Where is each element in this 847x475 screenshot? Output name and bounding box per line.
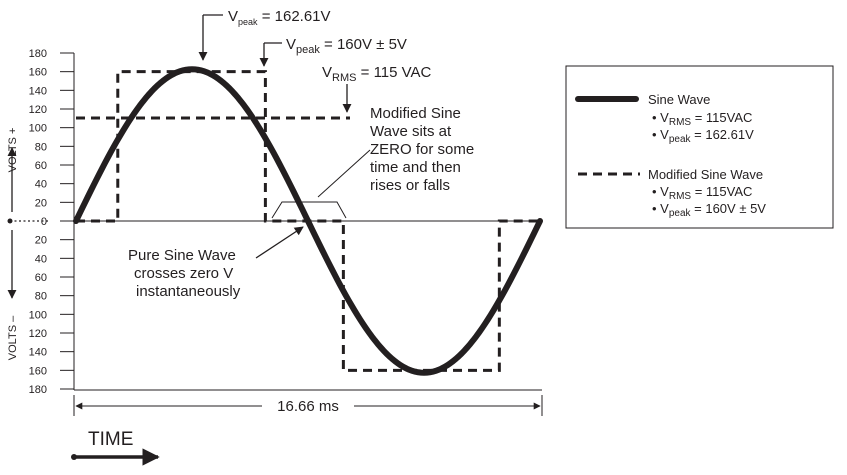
y-tick-neg-140-label: 140 [29, 347, 47, 359]
legend-box [565, 65, 834, 229]
svg-text:Vpeak = 160V ± 5V: Vpeak = 160V ± 5V [286, 36, 407, 56]
modified-note-line-4: time and then [370, 159, 461, 176]
y-axis-ticks: 180 160 140 120 100 80 60 40 20 0 20 40 60 80 100 120 14… [29, 48, 74, 396]
vrms-v: V [322, 64, 332, 81]
vpeak-mod-value: = 160V ± 5V [320, 36, 407, 53]
pure-note-arrow [255, 226, 304, 259]
y-tick-neg-160-label: 160 [29, 365, 47, 377]
y-tick-zero-label: 0 [41, 216, 47, 228]
y-tick-neg-100-label: 100 [29, 309, 47, 321]
legend-sine-rms-bullet: • [652, 110, 660, 125]
annotation-vpeak-mod: Vpeak = 160V ± 5V [259, 36, 407, 67]
y-tick-pos-100-label: 100 [29, 123, 47, 135]
legend-mod-peak-sub: peak [669, 208, 692, 219]
annotation-vrms: VRMS = 115 VAC [322, 64, 432, 113]
legend-sine-peak-value: = 162.61V [691, 127, 755, 142]
y-tick-neg-60-label: 60 [35, 272, 47, 284]
annotation-modified-note: Modified Sine Wave sits at ZERO for some… [271, 105, 474, 219]
vpeak-sine-sub: peak [238, 17, 258, 27]
svg-text:• Vpeak = 160V ± 5V: • Vpeak = 160V ± 5V [652, 201, 766, 219]
legend: Sine Wave • VRMS = 115VAC • Vpeak = 162.… [565, 65, 834, 229]
modified-note-leader [317, 149, 371, 198]
time-arrow: TIME [71, 429, 160, 466]
svg-text:Vpeak = 162.61V: Vpeak = 162.61V [228, 8, 331, 27]
y-tick-neg-180-label: 180 [29, 384, 47, 396]
y-tick-pos-20-label: 20 [35, 197, 47, 209]
y-tick-pos-120-label: 120 [29, 104, 47, 116]
modified-sine-wave-line [76, 70, 540, 372]
legend-mod-rms-bullet: • [652, 184, 660, 199]
legend-sine-peak-bullet: • [652, 127, 660, 142]
y-tick-neg-80-label: 80 [35, 291, 47, 303]
legend-mod-rms-value: = 115VAC [691, 184, 752, 199]
y-tick-pos-140-label: 140 [29, 85, 47, 97]
y-tick-pos-40-label: 40 [35, 179, 47, 191]
modified-note-line-1: Modified Sine [370, 105, 461, 122]
legend-mod-rms-v: V [660, 184, 669, 199]
legend-sine-peak-v: V [660, 127, 669, 142]
pure-note-line-3: instantaneously [136, 283, 241, 300]
modified-note-line-3: ZERO for some [370, 141, 474, 158]
legend-mod-label: Modified Sine Wave [648, 167, 763, 182]
legend-sine-label: Sine Wave [648, 92, 710, 107]
annotation-pure-note: Pure Sine Wave crosses zero V instantane… [128, 226, 304, 300]
y-label-minus: VOLTS – [7, 315, 19, 360]
period-label: 16.66 ms [277, 398, 339, 415]
legend-sine-rms-sub: RMS [669, 117, 692, 128]
legend-sine-rms-value: = 115VAC [691, 110, 752, 125]
svg-text:• Vpeak = 162.61V: • Vpeak = 162.61V [652, 127, 754, 145]
vrms-value: = 115 VAC [356, 64, 431, 81]
vpeak-mod-v: V [286, 36, 296, 53]
time-label: TIME [88, 429, 133, 450]
svg-text:VRMS = 115 VAC: VRMS = 115 VAC [322, 64, 432, 84]
y-tick-pos-80-label: 80 [35, 141, 47, 153]
legend-mod-peak-value: = 160V ± 5V [691, 201, 767, 216]
vpeak-mod-sub: peak [296, 44, 320, 56]
modified-note-line-2: Wave sits at [370, 123, 452, 140]
legend-mod-peak-v: V [660, 201, 669, 216]
svg-text:• VRMS = 115VAC: • VRMS = 115VAC [652, 184, 752, 202]
y-tick-neg-40-label: 40 [35, 253, 47, 265]
y-tick-pos-60-label: 60 [35, 160, 47, 172]
legend-mod-peak-bullet: • [652, 201, 660, 216]
modified-note-bracket [271, 201, 347, 219]
pure-note-line-1: Pure Sine Wave [128, 247, 236, 264]
y-tick-neg-20-label: 20 [35, 235, 47, 247]
legend-mod-rms-sub: RMS [669, 191, 692, 202]
svg-text:• VRMS = 115VAC: • VRMS = 115VAC [652, 110, 752, 128]
zero-dot [7, 218, 13, 224]
legend-sine-rms-v: V [660, 110, 669, 125]
annotation-vpeak-sine: Vpeak = 162.61V [198, 8, 331, 61]
vpeak-sine-value: = 162.61V [258, 8, 331, 25]
vrms-sub: RMS [332, 72, 356, 84]
pure-note-line-2: crosses zero V [134, 265, 233, 282]
y-tick-pos-160-label: 160 [29, 67, 47, 79]
period-dimension: 16.66 ms [73, 395, 543, 416]
modified-note-line-5: rises or falls [370, 177, 450, 194]
legend-sine-peak-sub: peak [669, 134, 692, 145]
vpeak-sine-v: V [228, 8, 238, 25]
y-tick-neg-120-label: 120 [29, 328, 47, 340]
y-tick-pos-180-label: 180 [29, 48, 47, 60]
y-label-plus: VOLTS + [7, 128, 19, 173]
